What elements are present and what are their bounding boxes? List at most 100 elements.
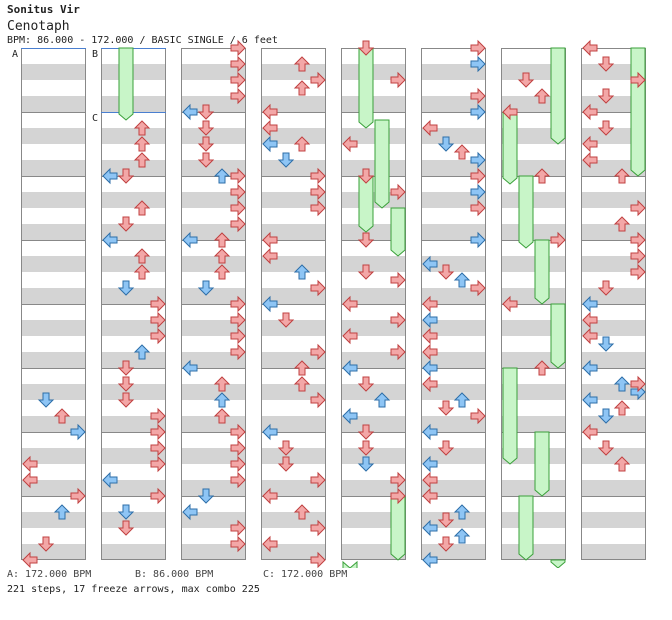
- step-arrow-up: [213, 248, 231, 264]
- beat-stripe: [341, 224, 406, 240]
- step-arrow-right: [230, 471, 246, 489]
- step-arrow-left: [422, 375, 438, 393]
- step-arrow-right: [470, 55, 486, 73]
- beat-stripe: [21, 160, 86, 176]
- step-arrow-down: [277, 152, 295, 168]
- step-arrow-left: [422, 471, 438, 489]
- step-arrow-right: [310, 167, 326, 185]
- step-arrow-left: [422, 423, 438, 441]
- step-arrow-left: [582, 39, 598, 57]
- step-arrow-down: [517, 72, 535, 88]
- beat-stripe: [341, 320, 406, 336]
- freeze-arrow: [374, 119, 390, 209]
- step-arrow-right: [470, 279, 486, 297]
- step-arrow-down: [277, 456, 295, 472]
- beat-stripe: [181, 512, 246, 528]
- beat-stripe: [181, 448, 246, 464]
- step-arrow-up: [613, 456, 631, 472]
- step-arrow-left: [582, 391, 598, 409]
- beat-stripe: [181, 416, 246, 432]
- beat-stripe: [501, 480, 566, 496]
- beat-stripe: [181, 320, 246, 336]
- beat-stripe: [421, 256, 486, 272]
- step-arrow-left: [342, 135, 358, 153]
- beat-stripe: [501, 352, 566, 368]
- beat-stripe: [261, 128, 326, 144]
- step-arrow-right: [150, 439, 166, 457]
- step-arrow-left: [422, 487, 438, 505]
- beat-stripe: [581, 384, 646, 400]
- step-arrow-left: [422, 519, 438, 537]
- beat-stripe: [581, 512, 646, 528]
- step-arrow-up: [213, 232, 231, 248]
- step-arrow-right: [470, 183, 486, 201]
- freeze-arrow: [358, 175, 374, 233]
- beat-stripe: [101, 256, 166, 272]
- step-arrow-up: [293, 360, 311, 376]
- step-arrow-left: [582, 295, 598, 313]
- step-arrow-down: [357, 232, 375, 248]
- beat-stripe: [501, 96, 566, 112]
- beat-stripe: [581, 256, 646, 272]
- freeze-arrow: [342, 560, 358, 568]
- beat-stripe: [101, 192, 166, 208]
- beat-stripe: [101, 480, 166, 496]
- step-arrow-right: [310, 471, 326, 489]
- beat-stripe: [101, 352, 166, 368]
- beat-stripe: [181, 96, 246, 112]
- freeze-arrow: [534, 431, 550, 497]
- beat-stripe: [341, 288, 406, 304]
- step-arrow-left: [22, 455, 38, 473]
- beat-stripe: [101, 160, 166, 176]
- beat-stripe: [101, 544, 166, 560]
- beat-stripe: [261, 384, 326, 400]
- step-arrow-right: [230, 535, 246, 553]
- step-arrow-right: [230, 343, 246, 361]
- step-arrow-left: [262, 535, 278, 553]
- freeze-arrow: [630, 47, 646, 177]
- beat-stripe: [341, 256, 406, 272]
- beat-stripe: [341, 384, 406, 400]
- step-arrow-right: [230, 199, 246, 217]
- step-arrow-left: [582, 103, 598, 121]
- step-arrow-down: [117, 280, 135, 296]
- step-arrow-right: [630, 375, 646, 393]
- step-arrow-right: [390, 183, 406, 201]
- beat-stripe: [101, 512, 166, 528]
- beat-stripe: [101, 128, 166, 144]
- beat-stripe: [261, 416, 326, 432]
- freeze-arrow: [502, 111, 518, 185]
- step-arrow-left: [422, 359, 438, 377]
- beat-stripe: [261, 544, 326, 560]
- step-arrow-left: [582, 311, 598, 329]
- step-arrow-left: [262, 423, 278, 441]
- step-arrow-up: [373, 392, 391, 408]
- step-arrow-down: [357, 440, 375, 456]
- beat-stripe: [261, 96, 326, 112]
- beat-stripe: [261, 320, 326, 336]
- step-arrow-up: [613, 400, 631, 416]
- chart-meta: BPM: 86.000 - 172.000 / BASIC SINGLE / 6…: [7, 35, 278, 46]
- beat-stripe: [581, 288, 646, 304]
- step-arrow-down: [197, 120, 215, 136]
- bpm-marker-a: A: [12, 49, 18, 60]
- step-arrow-up: [133, 200, 151, 216]
- step-arrow-down: [357, 376, 375, 392]
- beat-stripe: [421, 448, 486, 464]
- beat-stripe: [341, 480, 406, 496]
- step-arrow-right: [150, 407, 166, 425]
- step-arrow-down: [357, 168, 375, 184]
- step-arrow-right: [150, 487, 166, 505]
- beat-stripe: [21, 96, 86, 112]
- beat-stripe: [181, 64, 246, 80]
- beat-stripe: [421, 384, 486, 400]
- step-arrow-down: [437, 264, 455, 280]
- beat-stripe: [101, 384, 166, 400]
- chart-summary: 221 steps, 17 freeze arrows, max combo 2…: [7, 584, 260, 595]
- step-arrow-left: [262, 135, 278, 153]
- beat-stripe: [501, 320, 566, 336]
- beat-stripe: [261, 256, 326, 272]
- step-arrow-right: [310, 551, 326, 568]
- step-arrow-up: [453, 144, 471, 160]
- step-arrow-right: [230, 183, 246, 201]
